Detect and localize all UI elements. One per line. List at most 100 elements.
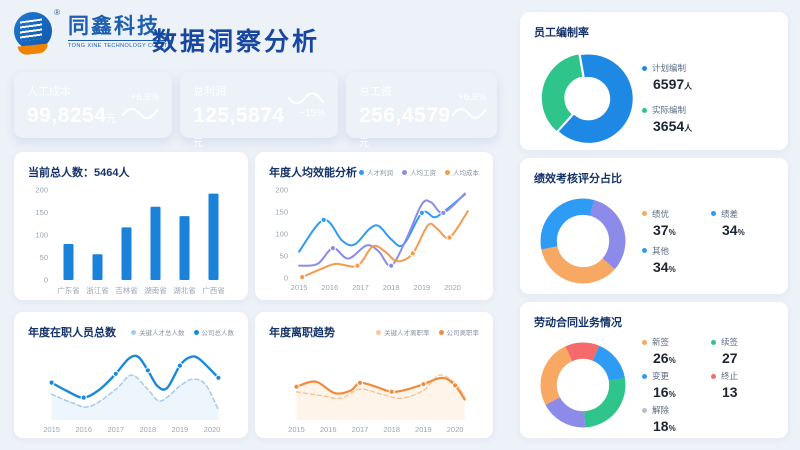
panel-title: 劳动合同业务情况: [534, 317, 622, 329]
staff-total-line-chart: 2015 2016 2017 2018 2019 2020: [43, 354, 222, 434]
legend-item[interactable]: 关键人才离职率: [376, 327, 430, 337]
legend-item[interactable]: 计划编制 6597人: [642, 62, 774, 92]
svg-text:广西省: 广西省: [202, 285, 225, 295]
staffing-rate-legend: 计划编制 6597人 实际编制 3654人: [642, 62, 774, 134]
legend-item[interactable]: 实际编制 3654人: [642, 104, 774, 134]
legend-item[interactable]: 人才利润: [359, 167, 393, 177]
panel-title: 员工编制率: [534, 27, 589, 39]
svg-text:50: 50: [280, 252, 288, 261]
legend-item[interactable]: 变更 16%: [642, 370, 705, 400]
panel-title: 年度在职人员总数: [28, 327, 116, 339]
legend-value: 34%: [653, 258, 676, 275]
efficiency-line-chart: 0 50 100 150 200 2015 2016 2017 2018 2019 2020: [275, 186, 469, 292]
panel-turnover: 年度离职趋势 关键人才离职率 公司离职率 2015 2016 2017 2018 201…: [255, 312, 493, 438]
kpi-label: 总利润: [193, 86, 226, 98]
legend-value: 27: [722, 350, 738, 366]
svg-text:吉林省: 吉林省: [115, 285, 138, 295]
svg-text:200: 200: [275, 186, 288, 195]
legend-item[interactable]: 公司离职率: [438, 327, 479, 337]
panel-title: 绩效考核评分占比: [534, 173, 622, 185]
legend-value: 3654人: [653, 118, 693, 134]
legend-item[interactable]: 终止 13: [711, 370, 774, 400]
legend-dot-icon: [642, 407, 647, 413]
panel-staff-total: 年度在职人员总数 关键人才总人数 公司总人数 2015 2016 2017 2018 2…: [14, 312, 248, 438]
svg-text:2020: 2020: [204, 425, 221, 434]
panel-efficiency: 年度人均效能分析 人才利润 人均工资 人均成本 0 50 100 150 200 2015…: [255, 152, 493, 300]
legend-item[interactable]: 绩优 37%: [642, 208, 705, 238]
svg-text:2015: 2015: [43, 425, 60, 434]
svg-text:2015: 2015: [291, 283, 308, 292]
performance-legend: 绩优 37% 绩差 34% 其他 34%: [642, 208, 774, 275]
svg-text:2020: 2020: [447, 425, 464, 434]
svg-text:2018: 2018: [383, 283, 400, 292]
svg-text:2019: 2019: [172, 425, 189, 434]
kpi-main: 人工成本 99,8254元: [27, 83, 117, 127]
legend-dot-icon: [711, 211, 716, 216]
svg-text:广东省: 广东省: [57, 285, 80, 295]
legend-dot-icon: [359, 169, 364, 175]
legend-item[interactable]: 新签 26%: [642, 336, 705, 366]
turnover-line-chart: 2015 2016 2017 2018 2019 2020: [288, 374, 466, 434]
legend-dot-icon: [711, 373, 716, 379]
kpi-delta: −15%: [299, 107, 325, 119]
legend-value: 6597人: [653, 76, 693, 92]
svg-text:2017: 2017: [352, 283, 369, 292]
panel-title: 当前总人数：5464人: [28, 167, 130, 179]
svg-text:150: 150: [35, 208, 48, 217]
legend-dot-icon: [131, 329, 136, 335]
performance-donut-chart: [540, 198, 626, 284]
legend-value: 13: [722, 384, 738, 400]
kpi-value: 125,5874元: [193, 104, 285, 149]
panel-headcount: 当前总人数：5464人 0 50 100 150 200 广东省 浙江省 吉林省 湖南省 湖北省广…: [14, 152, 248, 300]
kpi-trend: +6.8%: [451, 83, 487, 127]
legend-dot-icon: [193, 329, 199, 335]
legend-value: 18%: [653, 418, 676, 434]
svg-text:2015: 2015: [288, 425, 305, 434]
legend-value: 37%: [653, 221, 676, 238]
legend-dot-icon: [402, 169, 407, 175]
brand-block: 同鑫科技 TONG XINE TECHNOLOGY CO.,LTD: [68, 16, 173, 49]
legend-item[interactable]: 人均工资: [402, 167, 436, 177]
svg-text:浙江省: 浙江省: [86, 285, 109, 295]
company-logo-icon: ®: [14, 8, 60, 56]
legend-item[interactable]: 关键人才总人数: [131, 327, 185, 337]
kpi-value: 99,8254元: [27, 104, 117, 127]
kpi-label: 总工资: [359, 86, 392, 98]
kpi-card-labor-cost: 人工成本 99,8254元 +6.8%: [14, 72, 172, 138]
svg-text:2016: 2016: [320, 425, 337, 434]
legend-dot-icon: [642, 339, 647, 345]
svg-text:湖南省: 湖南省: [144, 285, 167, 295]
legend-value: 26%: [653, 350, 676, 366]
legend-item[interactable]: 人均成本: [445, 167, 479, 177]
kpi-label: 人工成本: [27, 86, 71, 98]
svg-text:150: 150: [275, 208, 288, 217]
legend-dot-icon: [711, 339, 716, 345]
panel-staffing-rate: 员工编制率 计划编制 6597人 实际编制 3654人: [520, 12, 788, 150]
legend-item[interactable]: 绩差 34%: [711, 208, 774, 238]
svg-text:100: 100: [275, 230, 288, 239]
kpi-value: 256,4579元: [359, 104, 451, 149]
svg-text:100: 100: [35, 231, 48, 240]
legend-dot-icon: [642, 107, 647, 113]
svg-text:2016: 2016: [321, 283, 338, 292]
panel-contract: 劳动合同业务情况 新签 26% 续签 27 变更 16% 终止 13 解除 18…: [520, 302, 788, 438]
svg-text:2019: 2019: [414, 283, 431, 292]
legend-item[interactable]: 续签 27: [711, 336, 774, 366]
svg-text:湖北省: 湖北省: [173, 285, 196, 295]
svg-text:0: 0: [44, 276, 48, 285]
legend-item[interactable]: 解除 18%: [642, 404, 705, 434]
svg-text:0: 0: [284, 274, 288, 283]
legend-dot-icon: [438, 329, 444, 335]
legend-item[interactable]: 公司总人数: [193, 327, 234, 337]
legend-value: 34%: [722, 221, 745, 238]
legend-dot-icon: [642, 65, 647, 71]
legend-item[interactable]: 其他 34%: [642, 245, 705, 275]
trend-wave-icon: [451, 107, 486, 119]
legend-dot-icon: [642, 373, 647, 379]
swoosh-icon: [17, 43, 49, 56]
panel-performance: 绩效考核评分占比 绩优 37% 绩差 34% 其他 34%: [520, 158, 788, 294]
kpi-trend: −15%: [287, 83, 325, 127]
app-header: ® 同鑫科技 TONG XINE TECHNOLOGY CO.,LTD: [14, 8, 173, 56]
kpi-delta: +6.8%: [457, 91, 487, 103]
kpi-main: 总工资 256,4579元: [359, 83, 451, 149]
